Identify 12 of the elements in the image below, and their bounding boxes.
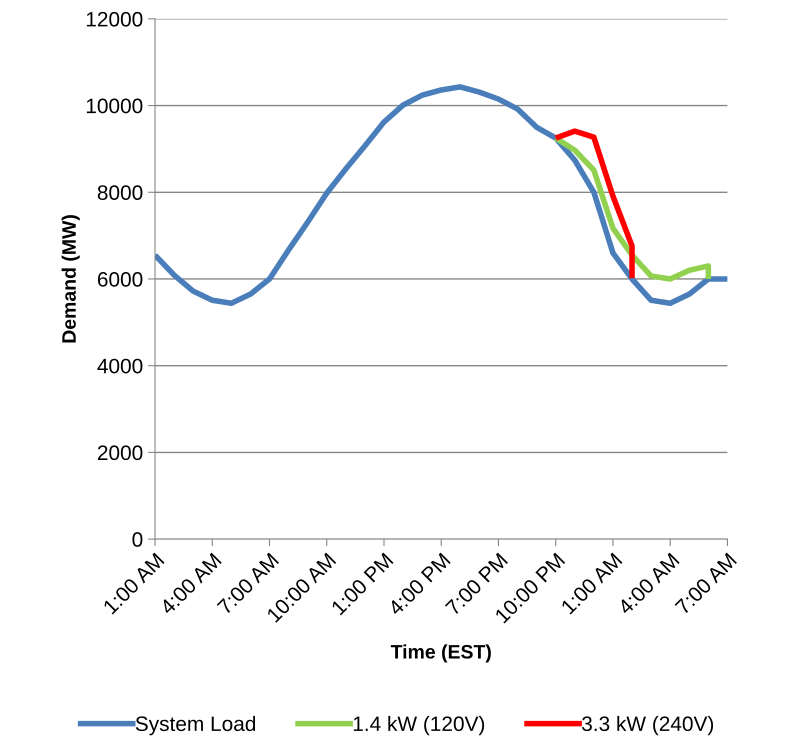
y-tick-label: 8000 [98,185,142,200]
x-axis-title: Time (EST) [390,644,491,662]
y-tick-label: 10000 [86,98,142,114]
y-tick-label: 12000 [86,12,142,27]
y-tick-label: 4000 [97,358,142,374]
legend-label: 3.3 kW (240V) [582,716,714,736]
y-axis-title: Demand (MW) [62,215,80,342]
legend-label: 1.4 kW (120V) [354,716,484,736]
y-tick-label: 2000 [98,445,142,460]
legend-label: System Load [136,716,256,736]
y-tick-label: 6000 [98,272,142,287]
y-tick-label: 0 [132,532,142,547]
